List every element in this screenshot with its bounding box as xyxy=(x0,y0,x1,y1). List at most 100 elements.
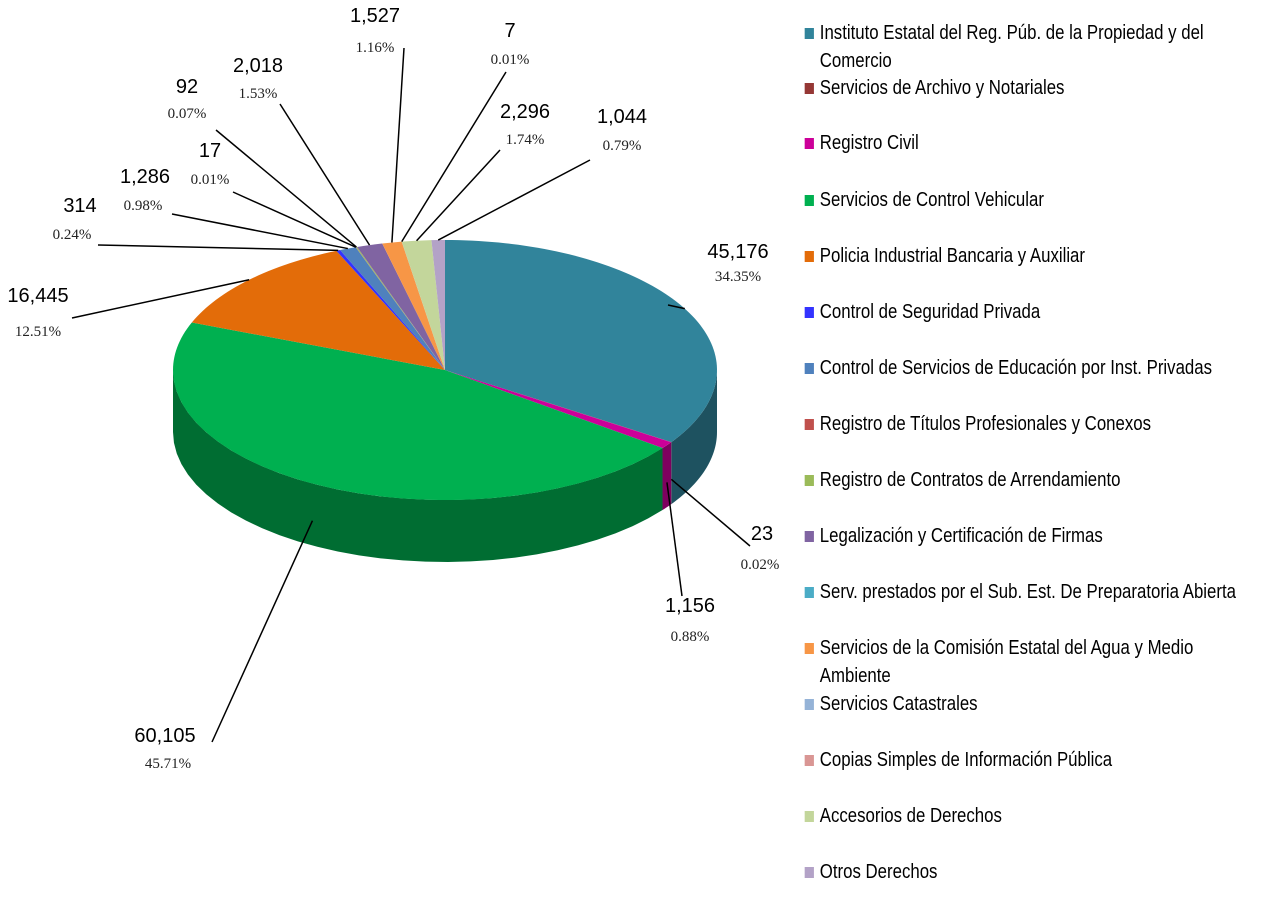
legend-swatch xyxy=(804,28,814,39)
legend-item: Otros Derechos xyxy=(803,858,1261,886)
leader-line xyxy=(666,482,683,597)
data-label: 7 xyxy=(504,20,515,42)
leader-line xyxy=(211,520,314,743)
legend-swatch xyxy=(804,138,814,149)
legend-item: Serv. prestados por el Sub. Est. De Prep… xyxy=(803,578,1261,606)
legend-label: Control de Seguridad Privada xyxy=(819,301,1041,323)
slice xyxy=(445,370,672,443)
slice xyxy=(382,241,445,370)
slice-side xyxy=(671,370,717,505)
slice xyxy=(401,240,445,370)
slice xyxy=(357,243,445,370)
legend-item: Control de Seguridad Privada xyxy=(803,298,1261,326)
leader-line xyxy=(391,47,405,243)
legend-swatch xyxy=(804,811,814,822)
data-label: 314 xyxy=(63,195,96,217)
slice xyxy=(340,247,445,370)
legend-swatch xyxy=(804,363,814,374)
legend-label: Registro de Títulos Profesionales y Cone… xyxy=(819,413,1151,435)
leader-line xyxy=(401,71,507,243)
data-label: 1,156 xyxy=(665,595,715,617)
slice xyxy=(431,240,445,370)
percent-label: 0.01% xyxy=(491,52,530,68)
legend-label: Accesorios de Derechos xyxy=(819,805,1002,827)
legend-label: Serv. prestados por el Sub. Est. De Prep… xyxy=(819,581,1236,603)
legend-label: Servicios de Control Vehicular xyxy=(819,189,1044,211)
data-label: 45,176 xyxy=(707,241,768,263)
percent-label: 0.07% xyxy=(168,106,207,122)
chart: 45,176 34.35% 23 0.02% 1,156 0.88% 60,105 45.71… xyxy=(7,5,780,772)
legend-label: Policia Industrial Bancaria y Auxiliar xyxy=(819,245,1085,267)
slice xyxy=(336,250,445,370)
leader-line xyxy=(232,191,357,248)
data-label: 17 xyxy=(199,140,221,162)
legend-label: Servicios de la Comisión Estatal del Agu… xyxy=(819,637,1194,687)
legend-item: Control de Servicios de Educación por In… xyxy=(803,354,1261,382)
legend-item: Servicios de la Comisión Estatal del Agu… xyxy=(803,634,1261,690)
data-label: 16,445 xyxy=(7,285,68,307)
legend-swatch xyxy=(804,419,814,430)
slice xyxy=(401,241,445,370)
legend-swatch xyxy=(804,307,814,318)
leader-line xyxy=(71,279,250,319)
legend-label: Control de Servicios de Educación por In… xyxy=(819,357,1213,379)
percent-label: 0.88% xyxy=(671,629,710,645)
legend-item: Registro de Títulos Profesionales y Cone… xyxy=(803,410,1261,438)
data-label: 92 xyxy=(176,76,198,98)
legend-swatch xyxy=(804,699,814,710)
leader-line xyxy=(171,213,348,250)
percent-label: 12.51% xyxy=(15,324,61,340)
data-label: 1,044 xyxy=(597,106,647,128)
slice xyxy=(173,322,663,500)
legend-swatch xyxy=(804,83,814,94)
legend-label: Copias Simples de Información Pública xyxy=(819,749,1113,771)
legend-label: Registro de Contratos de Arrendamiento xyxy=(819,469,1121,491)
percent-label: 45.71% xyxy=(145,756,191,772)
legend-item: Legalización y Certificación de Firmas xyxy=(803,522,1261,550)
data-label: 1,527 xyxy=(350,5,400,27)
legend-swatch xyxy=(804,643,814,654)
data-label: 60,105 xyxy=(134,725,195,747)
legend-label: Instituto Estatal del Reg. Púb. de la Pr… xyxy=(819,22,1204,72)
legend-swatch xyxy=(804,251,814,262)
leader-line xyxy=(97,244,339,252)
leader-line xyxy=(437,159,591,241)
percent-label: 0.01% xyxy=(191,172,230,188)
slice xyxy=(355,247,445,370)
data-label: 1,286 xyxy=(120,166,170,188)
legend-label: Registro Civil xyxy=(819,132,919,154)
slice-side xyxy=(173,370,663,562)
slice xyxy=(355,246,445,370)
legend-swatch xyxy=(804,867,814,878)
leader-line xyxy=(670,478,751,547)
legend-item: Copias Simples de Información Pública xyxy=(803,746,1261,774)
data-label: 2,296 xyxy=(500,101,550,123)
legend-swatch xyxy=(804,587,814,598)
slice xyxy=(445,240,717,443)
percent-label: 0.24% xyxy=(53,227,92,243)
percent-label: 34.35% xyxy=(715,269,761,285)
legend-item: Registro Civil xyxy=(803,129,1261,157)
legend-item: Servicios Catastrales xyxy=(803,690,1261,718)
percent-label: 0.98% xyxy=(124,198,163,214)
slice xyxy=(191,250,445,370)
legend-label: Otros Derechos xyxy=(819,861,938,883)
legend-label: Servicios Catastrales xyxy=(819,693,978,715)
legend-label: Servicios de Archivo y Notariales xyxy=(819,77,1065,99)
data-label: 23 xyxy=(751,523,773,545)
legend-swatch xyxy=(804,195,814,206)
legend-swatch xyxy=(804,475,814,486)
percent-label: 1.16% xyxy=(356,40,395,56)
percent-label: 1.53% xyxy=(239,86,278,102)
leader-line xyxy=(667,304,685,310)
legend-swatch xyxy=(804,531,814,542)
legend-item: Policia Industrial Bancaria y Auxiliar xyxy=(803,242,1261,270)
percent-label: 0.02% xyxy=(741,557,780,573)
legend-item: Registro de Contratos de Arrendamiento xyxy=(803,466,1261,494)
leader-line xyxy=(279,103,371,246)
legend-item: Accesorios de Derechos xyxy=(803,802,1261,830)
data-label: 2,018 xyxy=(233,55,283,77)
slice xyxy=(445,370,672,449)
leader-line xyxy=(215,129,357,248)
